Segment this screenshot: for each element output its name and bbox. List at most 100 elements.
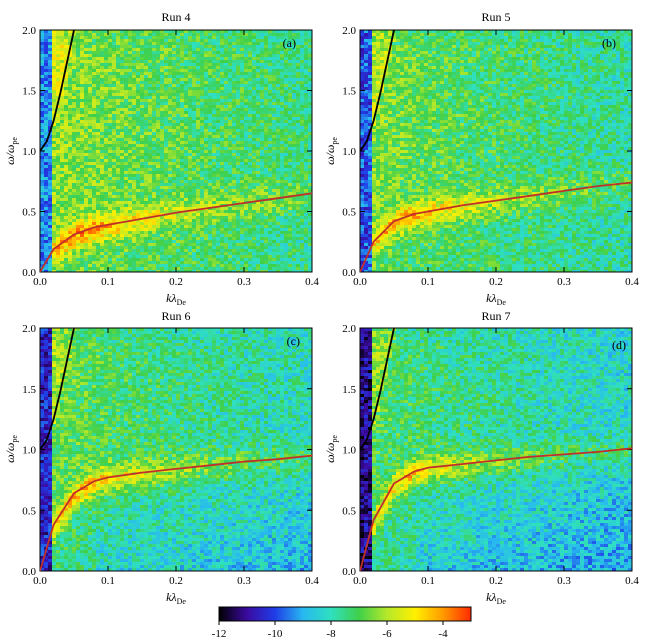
heat-cell xyxy=(260,30,265,34)
heat-cell xyxy=(236,99,241,103)
heat-cell xyxy=(156,180,161,184)
heat-cell xyxy=(48,141,53,145)
heat-cell xyxy=(132,102,137,106)
heat-cell xyxy=(224,57,229,61)
heat-cell xyxy=(144,147,149,151)
heat-cell xyxy=(232,72,237,76)
heat-cell xyxy=(176,60,181,64)
heat-cell xyxy=(88,219,93,223)
heat-cell xyxy=(144,231,149,235)
heat-cell xyxy=(136,171,141,175)
heat-cell xyxy=(96,135,101,139)
heat-cell xyxy=(196,204,201,208)
heat-cell xyxy=(100,237,105,241)
heat-cell xyxy=(200,96,205,100)
heat-cell xyxy=(100,195,105,199)
heat-cell xyxy=(268,42,273,46)
heat-cell xyxy=(44,219,49,223)
heat-cell xyxy=(52,153,57,157)
heat-cell xyxy=(264,99,269,103)
heat-cell xyxy=(280,36,285,40)
heat-cell xyxy=(172,207,177,211)
heat-cell xyxy=(72,120,77,124)
heat-cell xyxy=(64,135,69,139)
heat-cell xyxy=(136,147,141,151)
heat-cell xyxy=(276,222,281,226)
heat-cell xyxy=(244,90,249,94)
heat-cell xyxy=(172,174,177,178)
heat-cell xyxy=(148,117,153,121)
heat-cell xyxy=(172,81,177,85)
heat-cell xyxy=(172,90,177,94)
heat-cell xyxy=(48,207,53,211)
heat-cell xyxy=(108,135,113,139)
heat-cell xyxy=(244,42,249,46)
heat-cell xyxy=(80,87,85,91)
heat-cell xyxy=(156,174,161,178)
heat-cell xyxy=(196,96,201,100)
heat-cell xyxy=(220,123,225,127)
heat-cell xyxy=(304,228,309,232)
heat-cell xyxy=(72,213,77,217)
heat-cell xyxy=(276,183,281,187)
heat-cell xyxy=(292,213,297,217)
heat-cell xyxy=(308,216,312,220)
heat-cell xyxy=(200,234,205,238)
heat-cell xyxy=(300,225,305,229)
heat-cell xyxy=(180,102,185,106)
heat-cell xyxy=(248,231,253,235)
heat-cell xyxy=(164,153,169,157)
heat-cell xyxy=(268,66,273,70)
heat-cell xyxy=(228,129,233,133)
heat-cell xyxy=(168,132,173,136)
heat-cell xyxy=(144,249,149,253)
heat-cell xyxy=(44,81,49,85)
heat-cell xyxy=(232,240,237,244)
heat-cell xyxy=(40,93,45,97)
heat-cell xyxy=(308,99,312,103)
heat-cell xyxy=(124,183,129,187)
heat-cell xyxy=(176,135,181,139)
heat-cell xyxy=(244,147,249,151)
heat-cell xyxy=(124,195,129,199)
heat-cell xyxy=(288,75,293,79)
heat-cell xyxy=(200,51,205,55)
heat-cell xyxy=(132,249,137,253)
heat-cell xyxy=(268,111,273,115)
heat-cell xyxy=(156,204,161,208)
heat-cell xyxy=(292,225,297,229)
heat-cell xyxy=(224,75,229,79)
heat-cell xyxy=(112,72,117,76)
heat-cell xyxy=(228,114,233,118)
heat-cell xyxy=(216,69,221,73)
heat-cell xyxy=(168,120,173,124)
heat-cell xyxy=(228,108,233,112)
heat-cell xyxy=(252,195,257,199)
heat-cell xyxy=(284,231,289,235)
heat-cell xyxy=(276,156,281,160)
heat-cell xyxy=(80,69,85,73)
heat-cell xyxy=(124,171,129,175)
heat-cell xyxy=(208,96,213,100)
heat-cell xyxy=(48,162,53,166)
heat-cell xyxy=(60,45,65,49)
heat-cell xyxy=(300,99,305,103)
heat-cell xyxy=(236,87,241,91)
heat-cell xyxy=(156,120,161,124)
heat-cell xyxy=(296,234,301,238)
heat-cell xyxy=(40,243,45,247)
heat-cell xyxy=(204,126,209,130)
heat-cell xyxy=(192,213,197,217)
heat-cell xyxy=(272,180,277,184)
heat-cell xyxy=(116,195,121,199)
heat-cell xyxy=(116,174,121,178)
heat-cell xyxy=(128,201,133,205)
heat-cell xyxy=(184,117,189,121)
heat-cell xyxy=(252,33,257,37)
heat-cell xyxy=(256,141,261,145)
heat-cell xyxy=(108,144,113,148)
heat-cell xyxy=(248,69,253,73)
heat-cell xyxy=(196,45,201,49)
heat-cell xyxy=(140,117,145,121)
heat-cell xyxy=(164,69,169,73)
